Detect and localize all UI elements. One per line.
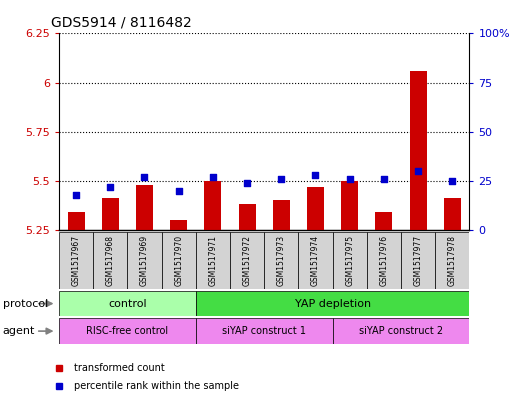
Bar <box>170 220 187 230</box>
Text: GSM1517969: GSM1517969 <box>140 235 149 286</box>
Text: siYAP construct 2: siYAP construct 2 <box>359 326 443 336</box>
Point <box>448 178 457 184</box>
Bar <box>299 232 332 289</box>
Text: GSM1517967: GSM1517967 <box>72 235 81 286</box>
Bar <box>68 212 85 230</box>
Point <box>174 187 183 194</box>
Text: GDS5914 / 8116482: GDS5914 / 8116482 <box>51 15 191 29</box>
Bar <box>273 200 290 230</box>
Text: GSM1517972: GSM1517972 <box>243 235 251 286</box>
Text: GSM1517973: GSM1517973 <box>277 235 286 286</box>
Text: GSM1517976: GSM1517976 <box>380 235 388 286</box>
Bar <box>136 185 153 230</box>
Point <box>380 176 388 182</box>
Point <box>141 174 149 180</box>
Text: YAP depletion: YAP depletion <box>294 299 371 309</box>
Text: control: control <box>108 299 147 309</box>
Bar <box>196 318 332 344</box>
Bar <box>341 181 358 230</box>
Bar <box>162 232 196 289</box>
Text: GSM1517974: GSM1517974 <box>311 235 320 286</box>
Point <box>72 191 80 198</box>
Point <box>346 176 354 182</box>
Text: GSM1517978: GSM1517978 <box>448 235 457 286</box>
Point <box>277 176 285 182</box>
Text: siYAP construct 1: siYAP construct 1 <box>222 326 306 336</box>
Point <box>243 180 251 186</box>
Text: GSM1517970: GSM1517970 <box>174 235 183 286</box>
Bar <box>59 291 196 316</box>
Text: percentile rank within the sample: percentile rank within the sample <box>74 381 240 391</box>
Text: transformed count: transformed count <box>74 363 165 373</box>
Bar <box>230 232 264 289</box>
Bar <box>196 291 469 316</box>
Bar <box>367 232 401 289</box>
Text: agent: agent <box>3 326 35 336</box>
Bar <box>102 198 119 230</box>
Bar <box>307 187 324 230</box>
Bar <box>59 318 196 344</box>
Bar <box>204 181 222 230</box>
Bar <box>444 198 461 230</box>
Text: GSM1517975: GSM1517975 <box>345 235 354 286</box>
Point <box>311 172 320 178</box>
Bar <box>93 232 127 289</box>
Bar <box>376 212 392 230</box>
Point <box>209 174 217 180</box>
Bar <box>196 232 230 289</box>
Bar <box>59 232 93 289</box>
Bar <box>401 232 435 289</box>
Bar <box>332 232 367 289</box>
Bar <box>264 232 299 289</box>
Text: RISC-free control: RISC-free control <box>86 326 168 336</box>
Text: GSM1517968: GSM1517968 <box>106 235 115 286</box>
Point <box>414 168 422 174</box>
Text: protocol: protocol <box>3 299 48 309</box>
Bar <box>127 232 162 289</box>
Text: GSM1517977: GSM1517977 <box>413 235 423 286</box>
Bar <box>409 71 427 230</box>
Bar <box>239 204 255 230</box>
Text: GSM1517971: GSM1517971 <box>208 235 218 286</box>
Point <box>106 184 114 190</box>
Bar <box>435 232 469 289</box>
Bar <box>332 318 469 344</box>
